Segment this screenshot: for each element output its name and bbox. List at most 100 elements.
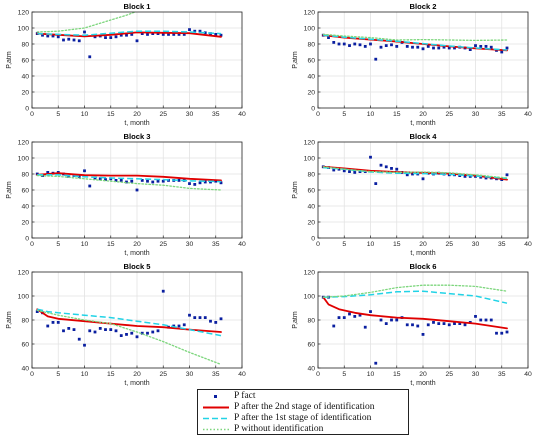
data-point-fact xyxy=(432,321,435,324)
data-point-fact xyxy=(167,33,170,36)
data-point-fact xyxy=(369,42,372,46)
data-point-fact xyxy=(51,321,55,324)
data-point-fact xyxy=(125,333,128,336)
x-tick-label: 15 xyxy=(393,111,401,118)
data-point-fact xyxy=(416,45,420,49)
series-line-noident xyxy=(36,309,222,366)
data-point-fact xyxy=(500,331,504,335)
x-tick-label: 20 xyxy=(133,371,141,378)
data-point-fact xyxy=(327,36,330,39)
y-tick-label: 0 xyxy=(311,105,315,112)
data-point-fact xyxy=(489,318,493,322)
data-point-fact xyxy=(479,45,483,48)
data-point-fact xyxy=(348,170,351,173)
data-point-fact xyxy=(332,41,336,44)
data-point-fact xyxy=(484,45,488,48)
data-point-fact xyxy=(342,42,346,46)
data-point-fact xyxy=(337,316,341,319)
data-point-fact xyxy=(479,175,483,179)
x-tick-label: 35 xyxy=(212,111,220,118)
x-tick-label: 0 xyxy=(316,111,320,118)
y-tick-label: 80 xyxy=(21,41,29,48)
series-line-stage1 xyxy=(323,166,508,180)
legend-swatch-stage2 xyxy=(203,406,229,409)
y-tick-label: 80 xyxy=(21,171,29,178)
data-point-fact xyxy=(77,39,81,43)
data-point-fact xyxy=(151,180,155,184)
y-axis-label: P,atm xyxy=(292,181,299,199)
x-axis-label: t, month xyxy=(410,250,435,257)
x-axis-label: t, month xyxy=(124,250,149,257)
data-point-fact xyxy=(369,310,372,313)
x-tick-label: 40 xyxy=(238,371,246,378)
x-tick-label: 30 xyxy=(186,241,194,248)
data-point-fact xyxy=(114,179,118,182)
x-tick-label: 25 xyxy=(445,371,453,378)
data-point-fact xyxy=(104,36,107,39)
data-point-fact xyxy=(209,319,212,323)
data-point-fact xyxy=(353,171,357,174)
data-point-fact xyxy=(374,182,378,185)
data-point-fact xyxy=(219,181,223,185)
series-line-stage1 xyxy=(37,308,222,337)
data-point-fact xyxy=(172,33,176,36)
x-tick-label: 25 xyxy=(445,241,453,248)
data-point-fact xyxy=(188,28,191,31)
data-point-fact xyxy=(203,180,207,184)
data-point-fact xyxy=(416,324,420,328)
x-tick-label: 10 xyxy=(367,111,375,118)
data-point-fact xyxy=(109,328,113,331)
y-tick-label: 60 xyxy=(21,187,29,194)
plot-series xyxy=(35,12,223,59)
x-tick-label: 30 xyxy=(472,111,480,118)
data-point-fact xyxy=(411,172,414,176)
data-point-fact xyxy=(384,165,388,169)
y-tick-label: 40 xyxy=(21,203,29,210)
data-point-fact xyxy=(219,33,223,37)
data-point-fact xyxy=(432,46,435,50)
panel-title: Block 2 xyxy=(409,2,436,11)
data-point-fact xyxy=(35,310,39,313)
data-point-fact xyxy=(348,44,351,47)
data-point-fact xyxy=(51,34,55,38)
x-tick-label: 15 xyxy=(107,241,115,248)
data-point-fact xyxy=(119,179,123,182)
data-point-fact xyxy=(125,180,128,184)
data-point-fact xyxy=(198,181,202,185)
data-point-fact xyxy=(182,323,186,327)
data-point-fact xyxy=(421,333,425,336)
data-point-fact xyxy=(358,313,362,317)
x-tick-label: 40 xyxy=(524,111,532,118)
data-point-fact xyxy=(442,45,446,49)
y-tick-label: 100 xyxy=(18,25,30,32)
data-point-fact xyxy=(358,43,362,47)
data-point-fact xyxy=(98,177,102,181)
x-axis-label: t, month xyxy=(124,380,149,387)
data-point-fact xyxy=(332,168,336,172)
data-point-fact xyxy=(161,289,165,293)
y-tick-label: 120 xyxy=(18,139,30,146)
data-point-fact xyxy=(384,44,388,47)
data-point-fact xyxy=(505,330,509,334)
data-point-fact xyxy=(182,33,186,36)
data-point-fact xyxy=(214,179,218,183)
panel-block-3: 0 5 10 15 20 25 30 35 40 0 20 40 60 80 100 120 Block 3 t,… xyxy=(6,132,246,257)
data-point-fact xyxy=(88,184,92,188)
panel-block-5: 0 5 10 15 20 25 30 35 40 40 60 80 100 120 Block 5 t, mo… xyxy=(6,262,246,387)
data-point-fact xyxy=(114,329,118,333)
x-tick-label: 5 xyxy=(342,111,346,118)
data-point-fact xyxy=(93,330,97,334)
plot-series xyxy=(321,33,509,61)
y-tick-label: 100 xyxy=(18,293,30,300)
data-point-fact xyxy=(130,179,134,183)
data-point-fact xyxy=(156,179,160,183)
data-point-fact xyxy=(135,39,139,43)
x-tick-label: 0 xyxy=(30,371,34,378)
y-axis-label: P,atm xyxy=(292,51,299,69)
y-tick-label: 20 xyxy=(21,89,29,96)
x-tick-label: 15 xyxy=(393,241,401,248)
data-point-fact xyxy=(130,33,134,36)
legend-label-stage1: P after the 1st stage of identification xyxy=(234,413,372,423)
x-tick-label: 20 xyxy=(419,111,427,118)
